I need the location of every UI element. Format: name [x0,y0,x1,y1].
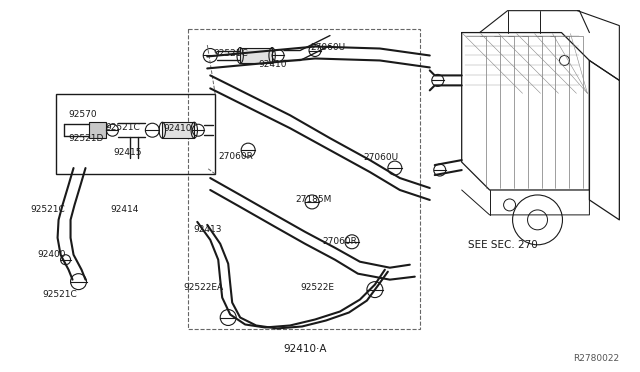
Text: 92522E: 92522E [300,283,334,292]
Text: 92400: 92400 [38,250,66,259]
Text: 92410: 92410 [163,124,192,133]
Text: 27060U: 27060U [363,153,398,162]
Text: 92521C: 92521C [106,123,140,132]
Text: 92413: 92413 [193,225,222,234]
Text: 92570: 92570 [68,110,97,119]
Text: 92521D: 92521D [68,134,104,143]
Text: SEE SEC. 270: SEE SEC. 270 [468,240,538,250]
Text: 27060U: 27060U [310,42,345,52]
Text: 92414: 92414 [111,205,139,214]
Text: 92415: 92415 [113,148,142,157]
Text: 92410: 92410 [258,61,287,70]
Text: 92410·A: 92410·A [284,344,327,355]
Text: 27060R: 27060R [218,152,253,161]
Text: R2780022: R2780022 [573,355,620,363]
Text: 92521C: 92521C [31,205,65,214]
Bar [163,122,195,138]
Text: 92522EA: 92522EA [183,283,223,292]
Bar [188,29,420,330]
Bar [240,48,272,64]
Text: 92521C: 92521C [43,290,77,299]
Bar [56,94,215,174]
Text: 27185M: 27185M [295,195,332,204]
Text: 92521C: 92521C [213,48,248,58]
Bar [88,122,106,138]
Text: 27060R: 27060R [322,237,357,246]
